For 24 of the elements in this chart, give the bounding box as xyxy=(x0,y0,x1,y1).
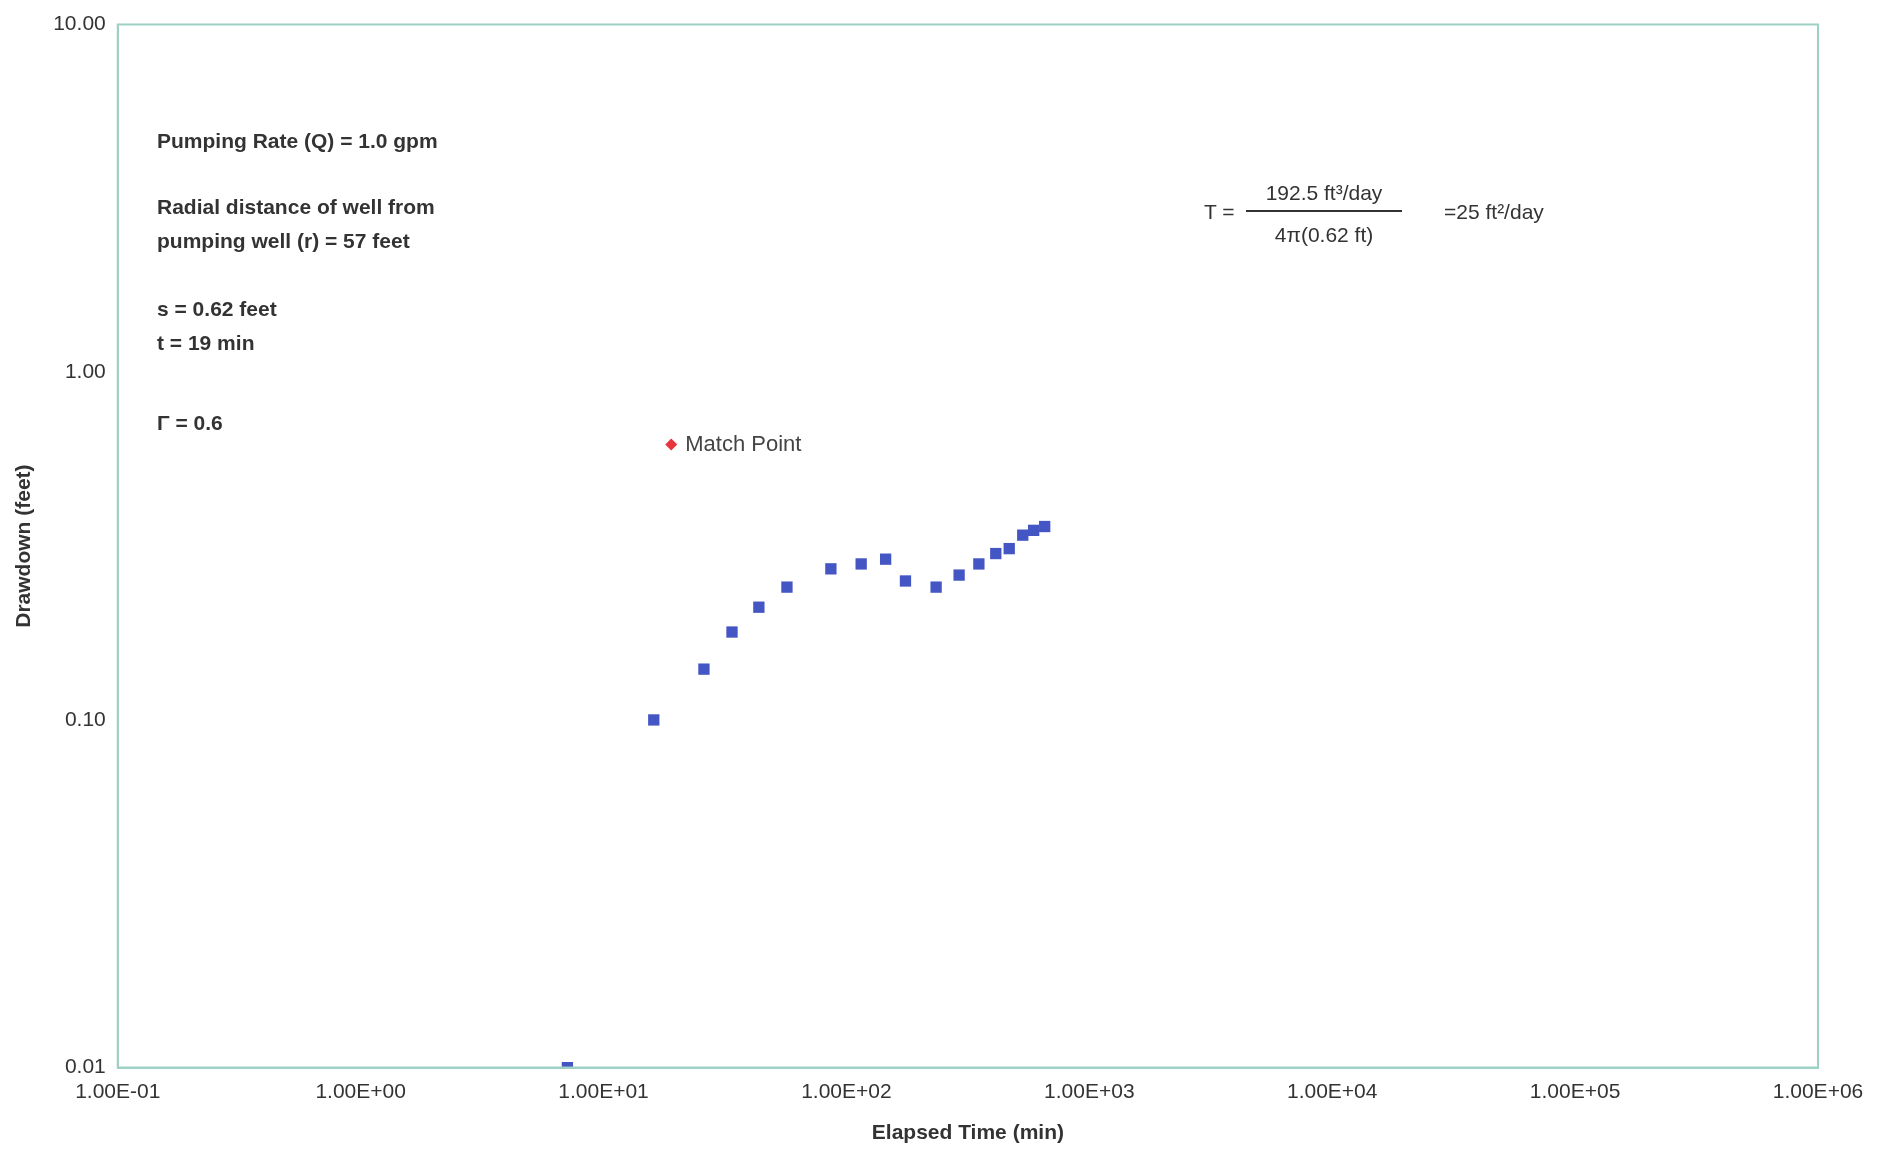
annotation: Radial distance of well from pumping well (r) = 57 feet xyxy=(157,194,436,254)
annotation: 4π(0.62 ft) xyxy=(1273,222,1375,248)
x-tick-label: 1.00E-01 xyxy=(75,1079,161,1102)
x-axis-title: Elapsed Time (min) xyxy=(871,1120,1064,1144)
x-tick-label: 1.00E+04 xyxy=(1286,1079,1378,1102)
x-tick-label: 1.00E+05 xyxy=(1529,1079,1621,1102)
annotation: t = 19 min xyxy=(157,330,256,356)
series-label: Match Point xyxy=(685,430,802,456)
y-tick-label: 0.10 xyxy=(64,706,106,730)
x-tick-label: 1.00E+00 xyxy=(315,1079,406,1102)
annotation: T = xyxy=(1204,199,1236,225)
x-tick-label: 1.00E+02 xyxy=(801,1079,892,1102)
annotation: Pumping Rate (Q) = 1.0 gpm xyxy=(157,128,439,154)
y-tick-label: 10.00 xyxy=(53,11,106,35)
x-tick-label: 1.00E+03 xyxy=(1044,1079,1135,1102)
annotation: 192.5 ft³/day xyxy=(1246,176,1402,212)
y-axis-title: Drawdown (feet) xyxy=(11,464,35,628)
annotation: =25 ft²/day xyxy=(1444,199,1545,225)
x-tick-label: 1.00E+06 xyxy=(1772,1079,1864,1102)
annotation: Γ = 0.6 xyxy=(157,410,224,436)
y-tick-label: 1.00 xyxy=(64,359,106,383)
annotation: s = 0.62 feet xyxy=(157,296,278,322)
x-tick-label: 1.00E+01 xyxy=(558,1079,649,1102)
y-tick-label: 0.01 xyxy=(64,1054,106,1078)
